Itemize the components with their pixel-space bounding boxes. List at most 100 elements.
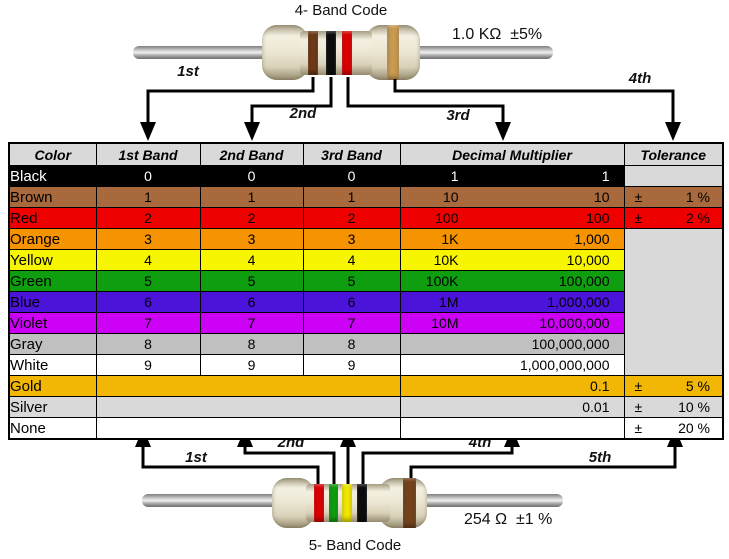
multiplier-long: 10,000,000	[539, 315, 610, 331]
band3-digit-cell: 6	[302, 291, 401, 313]
multiplier-cell: 0.01	[399, 396, 625, 418]
band1-digit-cell: 9	[95, 354, 201, 376]
arrow-label-1st-top: 1st	[177, 63, 199, 80]
band2-digit-cell: 6	[199, 291, 304, 313]
bands-empty-cell	[95, 375, 401, 397]
color-name-cell: Gray	[8, 333, 97, 355]
bands-empty-cell	[95, 396, 401, 418]
band1-digit-cell: 1	[95, 186, 201, 208]
tolerance-cell: ±5 %	[623, 375, 724, 397]
arrow-label-4th-top: 4th	[628, 70, 652, 87]
multiplier-cell: 1M 1,000,000	[399, 291, 625, 313]
table-row-gray: Gray 8 8 8 100,000,000	[8, 333, 723, 355]
band-black	[326, 31, 336, 75]
tolerance-cell: ±10 %	[623, 396, 724, 418]
tolerance-sign: ±	[634, 210, 643, 226]
multiplier-short: 10K	[433, 252, 459, 268]
five-band-title: 5- Band Code	[308, 537, 402, 554]
table-row-brown: Brown 1 1 1 10 10 ±1 %	[8, 186, 724, 208]
table-header-row: Color 1st Band 2nd Band 3rd Band Decimal Mul…	[8, 142, 724, 166]
color-name-cell: Gold	[8, 375, 97, 397]
multiplier-short: 1	[450, 168, 459, 184]
color-name-cell: Silver	[8, 396, 97, 418]
tolerance-sign: ±	[634, 399, 643, 415]
band2-digit-cell: 5	[199, 270, 304, 292]
arrow-label-2nd-top: 2nd	[289, 105, 317, 122]
table-row-silver: Silver 0.01 ±10 %	[8, 396, 724, 418]
band-brown	[308, 31, 318, 75]
multiplier-cell: 1,000,000,000	[399, 354, 625, 376]
tolerance-cell: ±20 %	[623, 417, 724, 440]
multiplier-short: 1K	[441, 231, 459, 247]
tolerance-cell	[623, 165, 724, 187]
tolerance-cell: ±1 %	[623, 186, 724, 208]
multiplier-short: 100K	[425, 273, 459, 289]
color-name-cell: Green	[8, 270, 97, 292]
multiplier-long: 100	[586, 210, 610, 226]
arrow-label-3rd-top: 3rd	[446, 107, 470, 124]
multiplier-long: 1,000,000	[547, 294, 610, 310]
tolerance-sign: ±	[634, 378, 643, 394]
color-name-cell: Red	[8, 207, 97, 229]
column-header-tolerance: Tolerance	[623, 142, 724, 166]
four-band-title: 4- Band Code	[294, 2, 388, 19]
multiplier-cell: 10K 10,000	[399, 249, 625, 271]
tolerance-value: 5 %	[685, 378, 710, 394]
color-name-cell: Brown	[8, 186, 97, 208]
band1-digit-cell: 8	[95, 333, 201, 355]
four-band-value-label: 1.0 KΩ ±5%	[452, 26, 543, 43]
band1-digit-cell: 3	[95, 228, 201, 250]
band2-digit-cell: 2	[199, 207, 304, 229]
band-red	[342, 31, 352, 75]
band3-digit-cell: 8	[302, 333, 401, 355]
tolerance-value: 2 %	[685, 210, 710, 226]
band-yellow	[342, 484, 352, 522]
band1-digit-cell: 0	[95, 165, 201, 187]
multiplier-long: 1	[601, 168, 610, 184]
color-name-cell: None	[8, 417, 97, 440]
color-name-cell: Violet	[8, 312, 97, 334]
band1-digit-cell: 4	[95, 249, 201, 271]
band-brown	[403, 478, 416, 528]
tolerance-value: 10 %	[678, 399, 710, 415]
tolerance-sign: ±	[634, 420, 643, 436]
table-row-blue: Blue 6 6 6 1M 1,000,000	[8, 291, 723, 313]
multiplier-short: 1M	[439, 294, 459, 310]
multiplier-short: 100	[435, 210, 459, 226]
band2-digit-cell: 9	[199, 354, 304, 376]
table-row-violet: Violet 7 7 7 10M 10,000,000	[8, 312, 723, 334]
tolerance-cell: ±2 %	[623, 207, 724, 229]
band3-digit-cell: 1	[302, 186, 401, 208]
multiplier-long: 1,000	[574, 231, 610, 247]
table-row-yellow: Yellow 4 4 4 10K 10,000	[8, 249, 723, 271]
band2-digit-cell: 8	[199, 333, 304, 355]
table-body: Black 0 0 0 1 1 Brown 1 1 1 10 10 ±1 % Red 2 2 2 100 100 ±2…	[8, 165, 724, 440]
multiplier-short: 10M	[431, 315, 459, 331]
multiplier-cell: 0.1	[399, 375, 625, 397]
band-green	[329, 484, 338, 522]
table-row-gold: Gold 0.1 ±5 %	[8, 375, 724, 397]
multiplier-cell: 100K 100,000	[399, 270, 625, 292]
column-header-decimal-multiplier: Decimal Multiplier	[399, 142, 625, 166]
column-header-color: Color	[8, 142, 97, 166]
multiplier-long: 1,000,000,000	[519, 357, 610, 373]
table-row-green: Green 5 5 5 100K 100,000	[8, 270, 723, 292]
band3-digit-cell: 9	[302, 354, 401, 376]
band3-digit-cell: 7	[302, 312, 401, 334]
column-header-2nd-band: 2nd Band	[199, 142, 304, 166]
table-row-white: White 9 9 9 1,000,000,000	[8, 354, 723, 376]
band1-digit-cell: 2	[95, 207, 201, 229]
color-name-cell: White	[8, 354, 97, 376]
multiplier-long: 0.1	[590, 378, 610, 394]
multiplier-cell: 10M 10,000,000	[399, 312, 625, 334]
table-row-orange: Orange 3 3 3 1K 1,000	[8, 228, 724, 376]
table-row-red: Red 2 2 2 100 100 ±2 %	[8, 207, 724, 229]
multiplier-cell: 100,000,000	[399, 333, 625, 355]
table-row-black: Black 0 0 0 1 1	[8, 165, 724, 187]
arrow-label-5th-bottom: 5th	[588, 449, 612, 466]
band2-digit-cell: 7	[199, 312, 304, 334]
color-name-cell: Black	[8, 165, 97, 187]
table-row-none: None ±20 %	[8, 417, 724, 440]
multiplier-long: 0.01	[582, 399, 610, 415]
